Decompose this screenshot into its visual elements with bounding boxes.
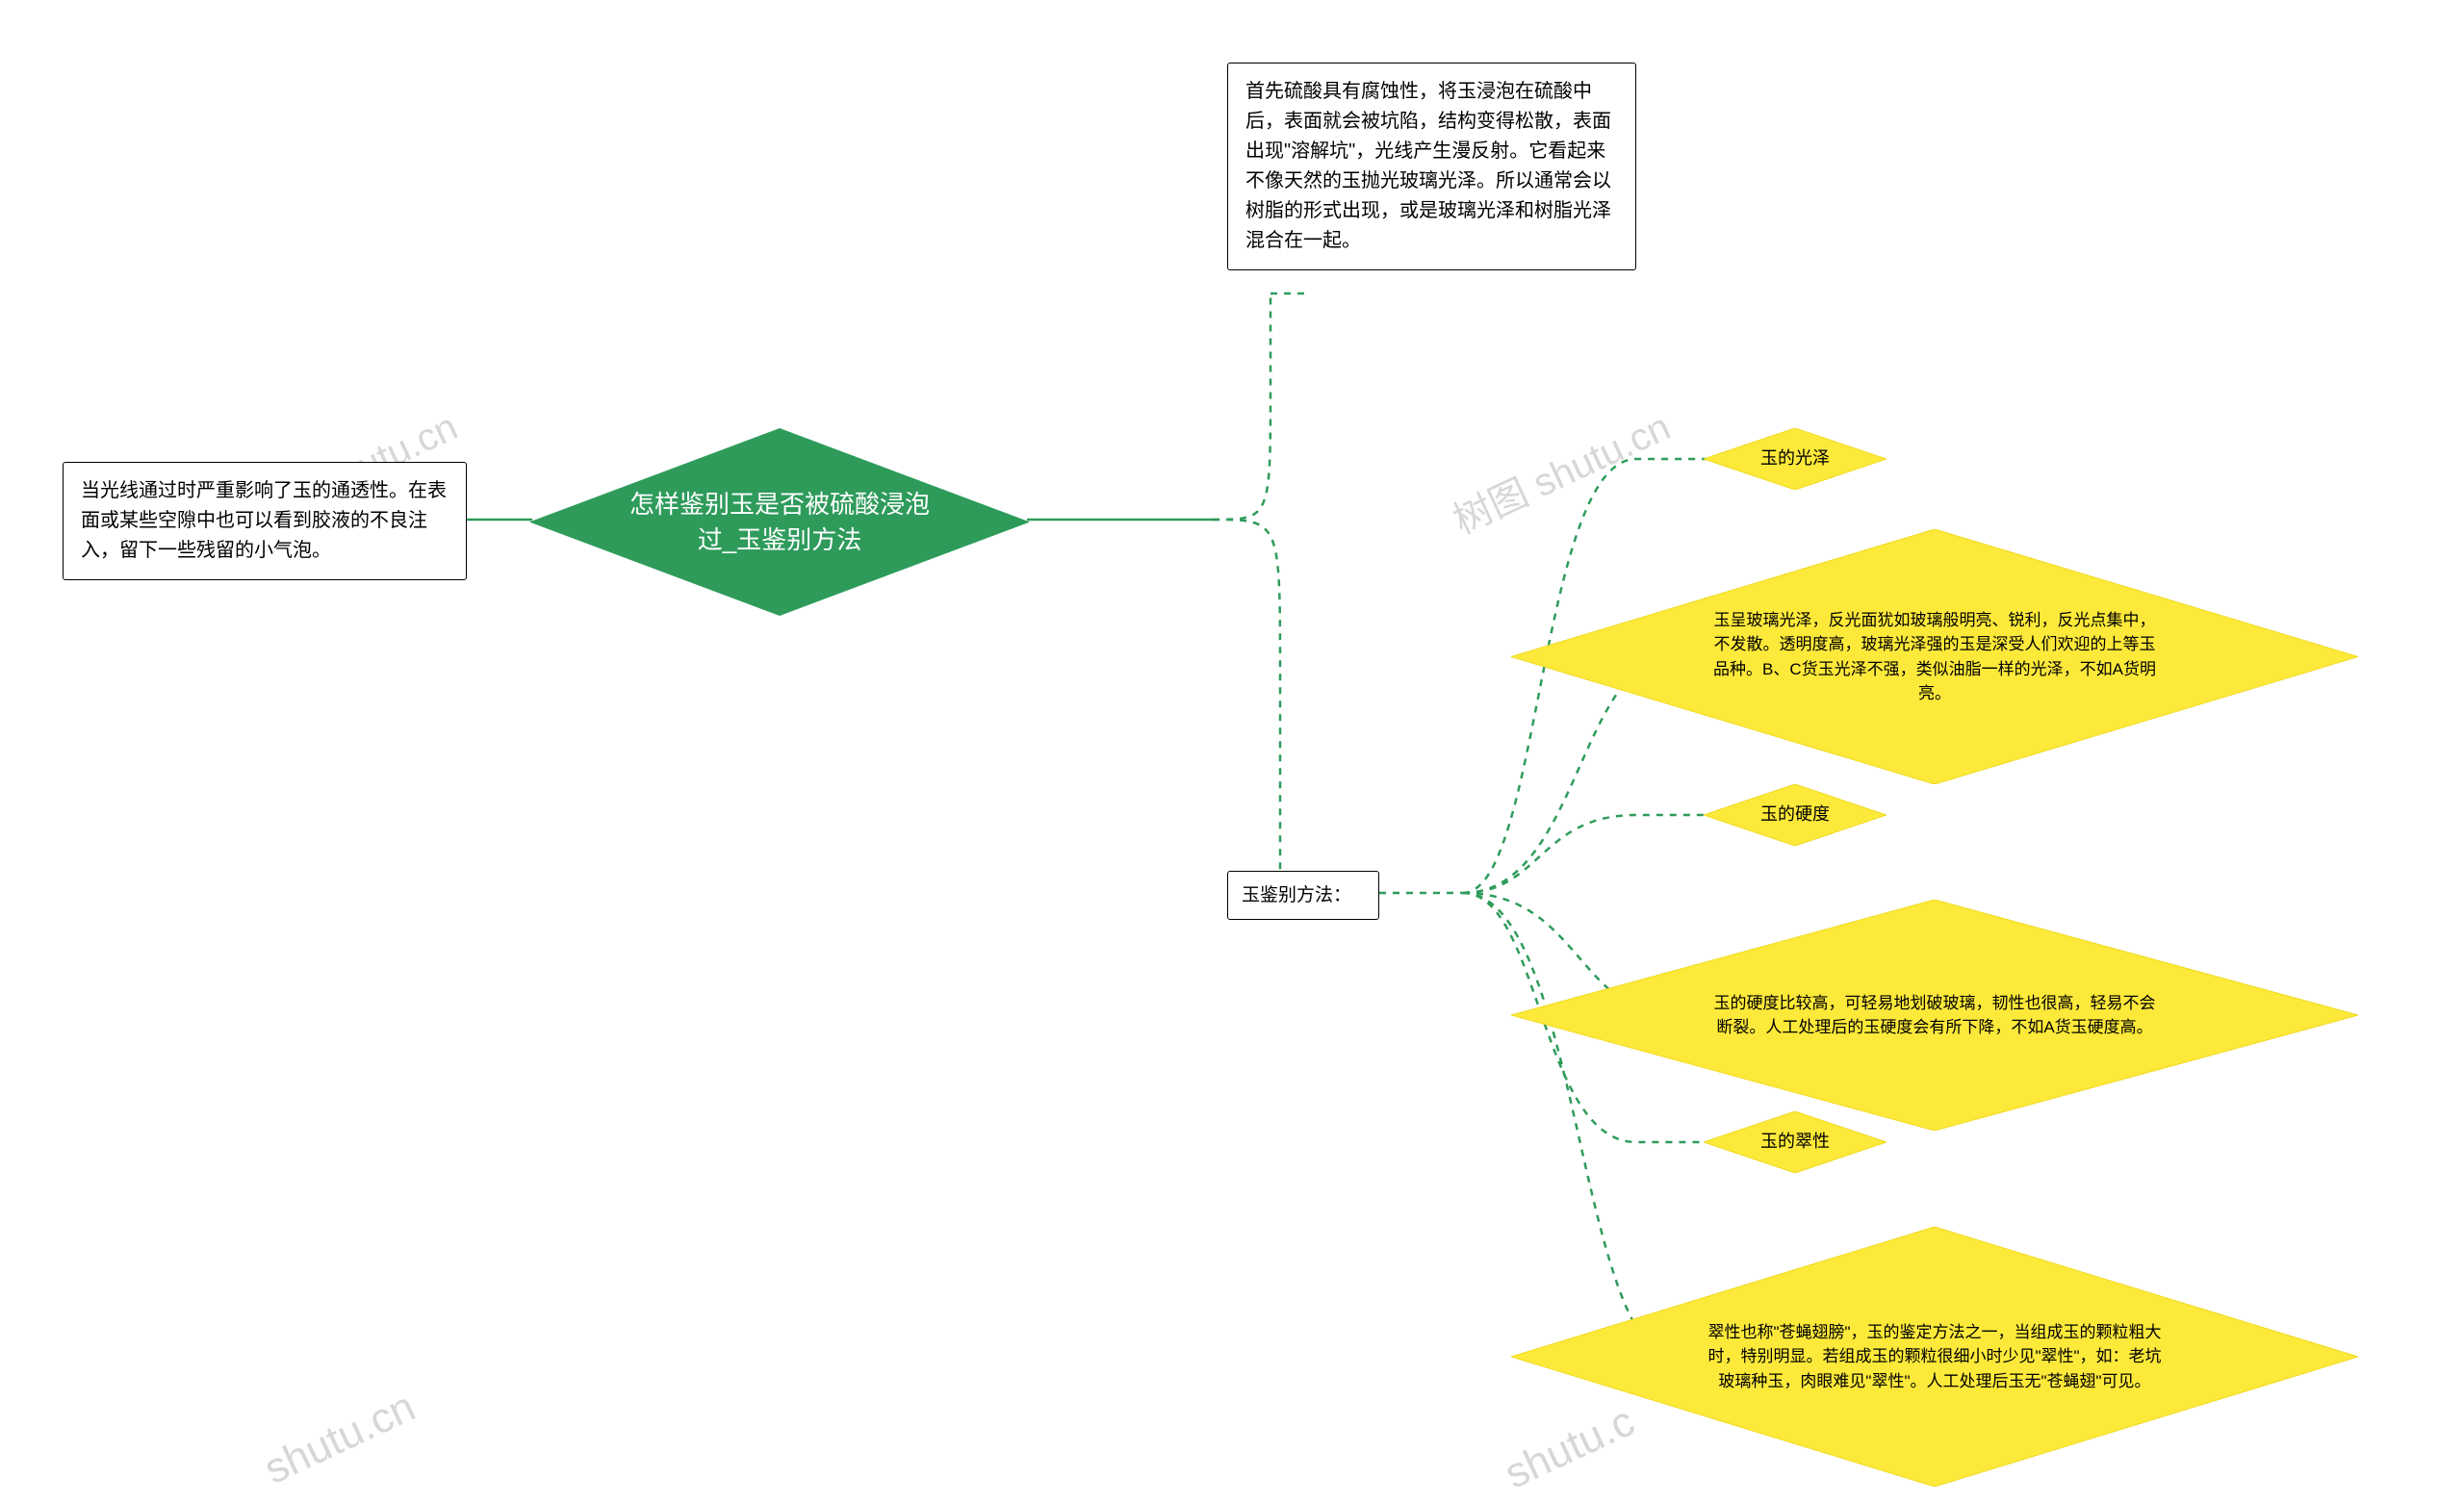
big-diamond-hardness: 玉的硬度比较高，可轻易地划破玻璃，韧性也很高，轻易不会断裂。人工处理后的玉硬度会… [1511,900,2358,1131]
left-note-box: 当光线通过时严重影响了玉的通透性。在表面或某些空隙中也可以看到胶液的不良注入，留… [63,462,467,580]
top-note-box: 首先硫酸具有腐蚀性，将玉浸泡在硫酸中后，表面就会被坑陷，结构变得松散，表面出现"… [1227,63,1636,270]
center-node-label: 怎样鉴别玉是否被硫酸浸泡过_玉鉴别方法 [620,487,940,557]
big-diamond-label: 玉的硬度比较高，可轻易地划破玻璃，韧性也很高，轻易不会断裂。人工处理后的玉硬度会… [1706,991,2163,1040]
top-note-text: 首先硫酸具有腐蚀性，将玉浸泡在硫酸中后，表面就会被坑陷，结构变得松散，表面出现"… [1245,77,1618,256]
diagram-canvas: 树图 shutu.cn 树图 shutu.cn shutu.cn shutu.c [0,0,2464,1502]
small-diamond-label: 玉的光泽 [1760,447,1830,470]
watermark: shutu.cn [257,1383,423,1494]
methods-box-text: 玉鉴别方法： [1242,881,1365,909]
small-diamond-label: 玉的硬度 [1760,803,1830,826]
methods-box: 玉鉴别方法： [1227,871,1379,920]
small-diamond-label: 玉的翠性 [1760,1131,1830,1153]
big-diamond-label: 玉呈玻璃光泽，反光面犹如玻璃般明亮、锐利，反光点集中，不发散。透明度高，玻璃光泽… [1706,608,2163,706]
center-node: 怎样鉴别玉是否被硫酸浸泡过_玉鉴别方法 [529,428,1030,616]
small-diamond-luster: 玉的光泽 [1704,428,1886,490]
big-diamond-label: 翠性也称"苍蝇翅膀"，玉的鉴定方法之一，当组成玉的颗粒粗大时，特别明显。若组成玉… [1706,1320,2163,1394]
small-diamond-hardness: 玉的硬度 [1704,784,1886,846]
big-diamond-cuixing: 翠性也称"苍蝇翅膀"，玉的鉴定方法之一，当组成玉的颗粒粗大时，特别明显。若组成玉… [1511,1227,2358,1487]
left-note-text: 当光线通过时严重影响了玉的通透性。在表面或某些空隙中也可以看到胶液的不良注入，留… [81,476,449,566]
big-diamond-luster: 玉呈玻璃光泽，反光面犹如玻璃般明亮、锐利，反光点集中，不发散。透明度高，玻璃光泽… [1511,529,2358,784]
watermark: 树图 shutu.cn [1443,396,1678,546]
